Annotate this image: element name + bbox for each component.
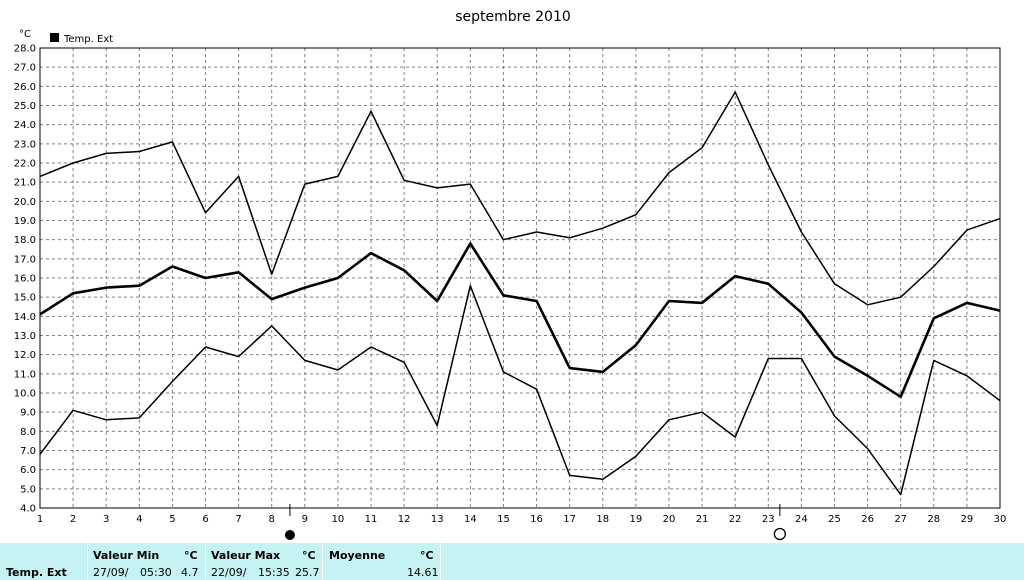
x-tick-label: 22 — [729, 514, 742, 525]
x-tick-label: 10 — [332, 514, 345, 525]
x-tick-label: 3 — [103, 514, 109, 525]
legend-swatch — [50, 33, 59, 42]
y-axis-unit: °C — [19, 29, 31, 40]
x-tick-label: 17 — [563, 514, 576, 525]
full-moon-marker — [284, 530, 295, 540]
max-value: 25.7 — [295, 566, 320, 579]
x-tick-label: 27 — [894, 514, 907, 525]
new-moon-marker — [773, 527, 787, 541]
y-tick-label: 15.0 — [14, 293, 36, 304]
legend-label: Temp. Ext — [63, 34, 113, 45]
y-tick-label: 11.0 — [14, 369, 36, 380]
max-unit: °C — [302, 549, 316, 562]
max-time: 15:35 — [258, 566, 290, 579]
mean-value: 14.61 — [407, 566, 439, 579]
max-header: Valeur Max — [211, 549, 281, 562]
series-line-min — [39, 284, 1001, 496]
y-tick-label: 5.0 — [20, 484, 36, 495]
min-cell: Valeur Min °C 27/09/ 05:30 4.7 — [88, 543, 206, 580]
x-tick-label: 8 — [269, 514, 275, 525]
x-tick-label: 15 — [497, 514, 510, 525]
y-tick-label: 18.0 — [14, 235, 36, 246]
y-tick-label: 28.0 — [14, 44, 36, 55]
series-line-max — [39, 91, 1001, 306]
y-tick-label: 14.0 — [14, 312, 36, 323]
max-date: 22/09/ — [211, 566, 247, 579]
y-axis-ticks: 4.0 5.0 6.0 7.0 8.0 9.0 10.0 11.0 12.0 13.0 14.0 15… — [14, 44, 36, 515]
x-tick-label: 16 — [530, 514, 543, 525]
y-tick-label: 6.0 — [20, 465, 36, 476]
x-tick-label: 18 — [596, 514, 609, 525]
plot-frame — [39, 47, 1001, 509]
x-tick-label: 6 — [202, 514, 208, 525]
x-tick-label: 19 — [629, 514, 642, 525]
x-tick-label: 11 — [365, 514, 378, 525]
x-axis-ticks: 1 2 3 4 5 6 7 8 9 10 11 12 13 14 15 16 17 18 19 20 21 22 23 24 2… — [37, 514, 1007, 525]
min-header: Valeur Min — [93, 549, 160, 562]
y-tick-label: 26.0 — [14, 82, 36, 93]
y-tick-label: 25.0 — [14, 101, 36, 112]
x-tick-label: 26 — [861, 514, 874, 525]
x-tick-label: 30 — [994, 514, 1007, 525]
mean-unit: °C — [420, 549, 434, 562]
x-tick-label: 14 — [464, 514, 477, 525]
x-tick-label: 9 — [302, 514, 308, 525]
min-date: 27/09/ — [93, 566, 129, 579]
min-value: 4.7 — [181, 566, 199, 579]
x-tick-label: 24 — [795, 514, 808, 525]
y-tick-label: 23.0 — [14, 139, 36, 150]
y-tick-label: 9.0 — [20, 408, 36, 419]
series — [39, 91, 1001, 496]
y-tick-label: 16.0 — [14, 274, 36, 285]
summary-bar: Temp. Ext Valeur Min °C 27/09/ 05:30 4.7… — [0, 543, 1024, 580]
x-tick-label: 2 — [70, 514, 76, 525]
y-tick-label: 10.0 — [14, 389, 36, 400]
y-tick-label: 22.0 — [14, 159, 36, 170]
mean-header: Moyenne — [329, 549, 386, 562]
y-tick-label: 27.0 — [14, 63, 36, 74]
y-tick-label: 13.0 — [14, 331, 36, 342]
min-unit: °C — [184, 549, 198, 562]
min-time: 05:30 — [140, 566, 172, 579]
summary-row-label: Temp. Ext — [6, 566, 67, 579]
x-tick-label: 1 — [37, 514, 43, 525]
x-tick-label: 13 — [431, 514, 444, 525]
y-tick-label: 7.0 — [20, 446, 36, 457]
y-tick-label: 8.0 — [20, 427, 36, 438]
x-tick-label: 23 — [762, 514, 775, 525]
grid — [40, 48, 1000, 508]
mean-cell: Moyenne °C 14.61 — [323, 543, 441, 580]
x-tick-label: 29 — [961, 514, 974, 525]
x-tick-label: 21 — [696, 514, 709, 525]
max-cell: Valeur Max °C 22/09/ 15:35 25.7 — [206, 543, 323, 580]
x-tick-label: 5 — [169, 514, 175, 525]
x-tick-label: 25 — [828, 514, 841, 525]
moon-markers — [284, 504, 787, 541]
x-tick-label: 12 — [398, 514, 411, 525]
y-tick-label: 21.0 — [14, 178, 36, 189]
y-tick-label: 24.0 — [14, 120, 36, 131]
y-tick-label: 19.0 — [14, 216, 36, 227]
chart-title: septembre 2010 — [455, 9, 571, 25]
x-tick-label: 4 — [136, 514, 142, 525]
series-line-mean — [39, 242, 1001, 399]
summary-row-label-cell: Temp. Ext — [0, 543, 88, 580]
y-tick-label: 12.0 — [14, 350, 36, 361]
y-tick-label: 20.0 — [14, 197, 36, 208]
x-tick-label: 28 — [927, 514, 940, 525]
y-tick-label: 17.0 — [14, 254, 36, 265]
y-tick-label: 4.0 — [20, 504, 36, 515]
x-tick-label: 20 — [663, 514, 676, 525]
temperature-chart: septembre 2010 °C Temp. Ext 4.0 5.0 6.0 7.0… — [14, 9, 1007, 541]
x-tick-label: 7 — [235, 514, 241, 525]
